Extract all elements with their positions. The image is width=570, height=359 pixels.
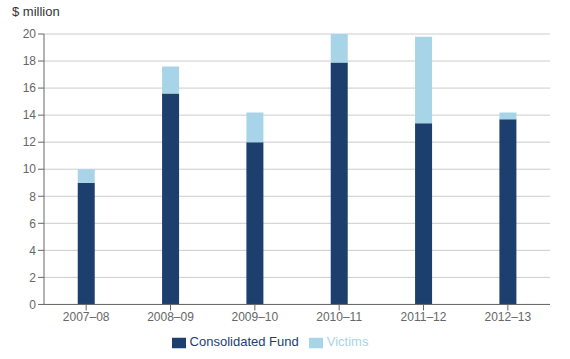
svg-text:14: 14 bbox=[23, 108, 37, 122]
svg-text:2012–13: 2012–13 bbox=[484, 310, 531, 324]
svg-text:2007–08: 2007–08 bbox=[63, 310, 110, 324]
html-text:$ million: $ million bbox=[12, 4, 60, 19]
svg-text:10: 10 bbox=[23, 162, 37, 176]
html-text:Victims: Victims bbox=[326, 334, 369, 350]
svg-text:8: 8 bbox=[29, 190, 36, 204]
svg-text:2010–11: 2010–11 bbox=[316, 310, 362, 324]
svg-text:20: 20 bbox=[23, 27, 37, 41]
svg-text:2011–12: 2011–12 bbox=[401, 310, 447, 324]
svg-text:2: 2 bbox=[29, 271, 36, 285]
svg-text:18: 18 bbox=[23, 54, 37, 68]
svg-text:4: 4 bbox=[29, 244, 36, 258]
html-text:Consolidated Fund: Consolidated Fund bbox=[189, 334, 299, 350]
svg-text:12: 12 bbox=[23, 135, 37, 149]
svg-text:2008–09: 2008–09 bbox=[147, 310, 194, 324]
svg-text:2009–10: 2009–10 bbox=[231, 310, 278, 324]
svg-text:0: 0 bbox=[29, 298, 36, 312]
svg-text:16: 16 bbox=[23, 81, 37, 95]
svg-text:6: 6 bbox=[29, 217, 36, 231]
